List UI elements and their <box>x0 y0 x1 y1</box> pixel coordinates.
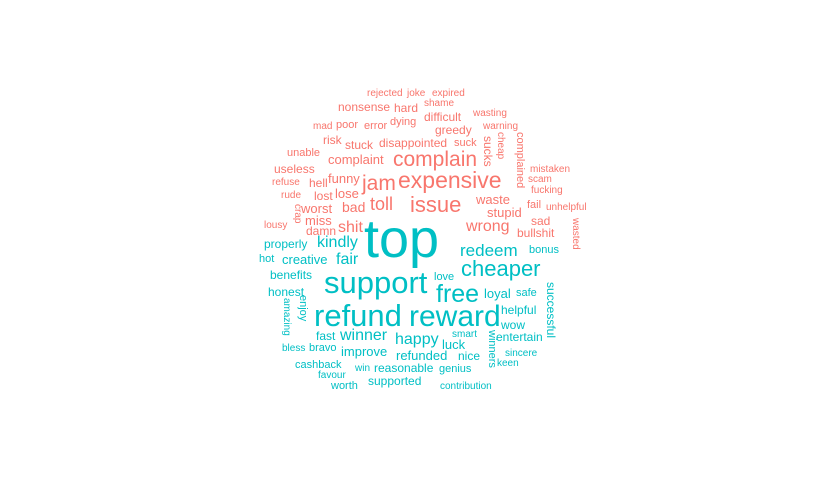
word-stuck: stuck <box>345 138 374 152</box>
word-genius: genius <box>439 363 472 375</box>
word-wrong: wrong <box>466 218 510 235</box>
word-lose: lose <box>335 186 359 201</box>
word-cheaper: cheaper <box>461 256 541 281</box>
word-mad: mad <box>313 121 333 132</box>
word-happy: happy <box>395 331 439 348</box>
word-complaint: complaint <box>328 152 384 167</box>
word-shit: shit <box>338 219 363 236</box>
word-bullshit: bullshit <box>517 226 555 240</box>
word-safe: safe <box>516 287 537 299</box>
word-improve: improve <box>341 344 388 359</box>
word-suck: suck <box>454 137 477 149</box>
word-dying: dying <box>390 116 417 128</box>
word-mistaken: mistaken <box>530 164 571 175</box>
word-luck: luck <box>442 337 466 352</box>
word-creative: creative <box>282 252 328 267</box>
word-expired: expired <box>432 88 465 99</box>
word-scam: scam <box>528 174 552 185</box>
word-bonus: bonus <box>529 244 559 256</box>
word-joke: joke <box>407 88 426 99</box>
word-worth: worth <box>331 380 358 392</box>
word-favour: favour <box>318 370 346 381</box>
word-expensive: expensive <box>398 167 502 193</box>
word-refund: refund <box>314 298 402 333</box>
word-error: error <box>364 120 388 132</box>
word-fair: fair <box>336 251 359 268</box>
word-complain: complain <box>393 148 478 171</box>
word-fucking: fucking <box>531 185 563 196</box>
word-useless: useless <box>274 162 315 176</box>
word-cheap: cheap <box>495 132 506 160</box>
word-contribution: contribution <box>440 381 492 392</box>
word-hot: hot <box>259 253 275 265</box>
word-greedy: greedy <box>435 123 472 137</box>
word-risk: risk <box>323 133 342 147</box>
word-refuse: refuse <box>272 177 300 188</box>
word-issue: issue <box>410 192 462 217</box>
word-winners: winners <box>486 330 498 368</box>
word-love: love <box>434 271 455 283</box>
word-amazing: amazing <box>281 298 292 336</box>
word-winner: winner <box>340 327 388 344</box>
word-wow: wow <box>501 318 526 332</box>
word-poor: poor <box>336 119 359 131</box>
word-free: free <box>436 280 480 308</box>
word-sucks: sucks <box>481 136 495 167</box>
word-win: win <box>355 363 371 374</box>
word-kindly: kindly <box>317 234 358 251</box>
word-worst: worst <box>301 201 333 216</box>
word-jam: jam <box>362 172 396 195</box>
word-toll: toll <box>370 194 394 214</box>
word-sincere: sincere <box>505 348 538 359</box>
word-wasting: wasting <box>473 108 507 119</box>
word-lousy: lousy <box>264 220 288 231</box>
word-properly: properly <box>264 237 308 251</box>
word-reward: reward <box>409 300 501 333</box>
word-keen: keen <box>497 358 519 369</box>
word-supported: supported <box>368 374 422 388</box>
word-unable: unable <box>287 147 321 159</box>
word-crap: crap <box>292 204 303 224</box>
word-reasonable: reasonable <box>374 361 434 375</box>
word-rejected: rejected <box>367 88 403 99</box>
word-stupid: stupid <box>487 205 522 220</box>
word-redeem: redeem <box>460 241 518 260</box>
word-benefits: benefits <box>270 268 313 282</box>
word-successful: successful <box>544 282 558 339</box>
word-loyal: loyal <box>484 286 511 301</box>
word-cashback: cashback <box>295 359 342 371</box>
word-honest: honest <box>268 285 305 299</box>
word-support: support <box>324 265 428 300</box>
word-shame: shame <box>424 98 455 109</box>
word-lost: lost <box>314 189 333 203</box>
word-difficult: difficult <box>424 110 462 124</box>
word-bad: bad <box>342 199 366 215</box>
word-hard: hard <box>394 101 419 115</box>
word-top: top <box>364 209 440 269</box>
word-entertain: entertain <box>496 330 543 344</box>
word-enjoy: enjoy <box>297 295 309 322</box>
word-smart: smart <box>452 329 477 340</box>
word-nonsense: nonsense <box>338 100 391 114</box>
word-miss: miss <box>305 213 332 228</box>
word-fast: fast <box>316 329 336 343</box>
word-waste: waste <box>476 192 510 207</box>
word-sad: sad <box>531 214 551 228</box>
word-rude: rude <box>281 190 302 201</box>
word-fail: fail <box>527 199 542 211</box>
word-unhelpful: unhelpful <box>546 202 587 213</box>
word-bless: bless <box>282 343 306 354</box>
word-bravo: bravo <box>309 342 337 354</box>
word-disappointed: disappointed <box>379 136 448 150</box>
word-hell: hell <box>309 176 328 190</box>
word-complained: complained <box>514 132 526 189</box>
word-helpful: helpful <box>501 303 537 317</box>
word-refunded: refunded <box>396 348 448 363</box>
word-funny: funny <box>328 171 360 186</box>
word-damn: damn <box>306 224 337 238</box>
word-warning: warning <box>483 121 519 132</box>
word-nice: nice <box>458 349 481 363</box>
word-wasted: wasted <box>570 218 581 250</box>
